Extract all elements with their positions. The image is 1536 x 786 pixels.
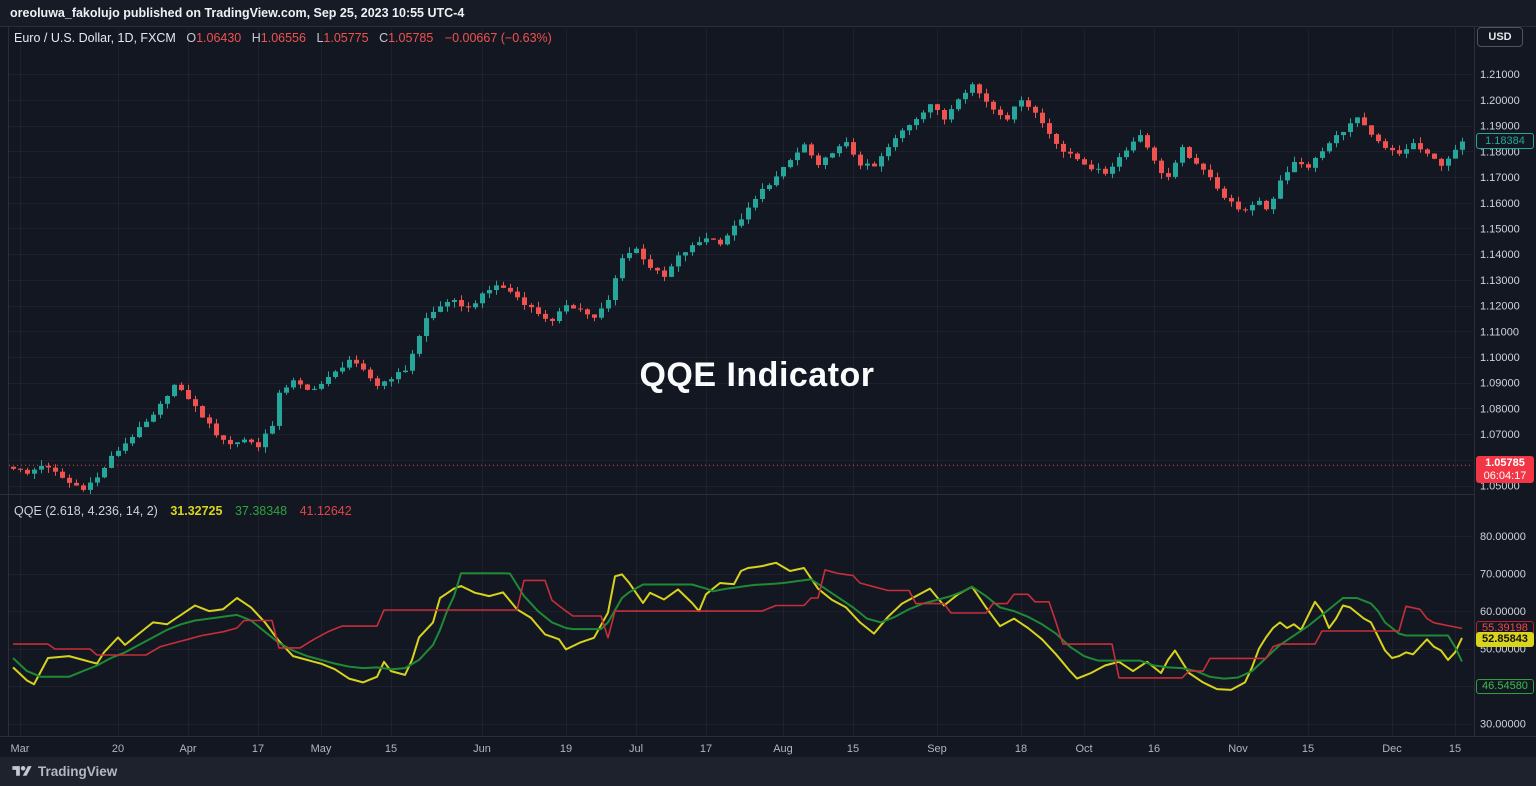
svg-text:1.15000: 1.15000 xyxy=(1480,224,1520,236)
svg-text:20: 20 xyxy=(112,743,124,755)
indicator-title: QQE (2.618, 4.236, 14, 2) xyxy=(14,504,158,518)
low-value: 1.05775 xyxy=(323,31,369,45)
svg-text:Sep: Sep xyxy=(927,743,947,755)
svg-text:1.13000: 1.13000 xyxy=(1480,275,1520,287)
candlesticks xyxy=(11,82,1465,494)
indicator-value-fast: 31.32725 xyxy=(170,504,223,518)
svg-text:1.16000: 1.16000 xyxy=(1480,198,1520,210)
svg-text:15: 15 xyxy=(847,743,859,755)
indicator-value-trail: 41.12642 xyxy=(299,504,352,518)
publish-info-bar: oreoluwa_fakolujo published on TradingVi… xyxy=(0,0,1536,26)
svg-text:Dec: Dec xyxy=(1382,743,1402,755)
last-price-label: 1.18384 xyxy=(1476,133,1534,149)
qqe-line-rsi-ma-fast xyxy=(12,561,1463,691)
svg-text:1.21000: 1.21000 xyxy=(1480,69,1520,81)
chart: 1.21000 1.20000 1.19000 1.18000 1.17000 1.160… xyxy=(0,26,1536,757)
svg-text:1.11000: 1.11000 xyxy=(1480,326,1519,338)
svg-text:15: 15 xyxy=(1302,743,1314,755)
open-value: 1.06430 xyxy=(196,31,242,45)
current-price-label: 1.05785 06:04:17 xyxy=(1476,456,1534,483)
svg-text:19: 19 xyxy=(560,743,572,755)
svg-text:Nov: Nov xyxy=(1228,743,1248,755)
symbol-legend[interactable]: Euro / U.S. Dollar, 1D, FXCM O1.06430 H1… xyxy=(14,31,552,45)
tradingview-brand-text[interactable]: TradingView xyxy=(38,764,118,779)
indicator-legend[interactable]: QQE (2.618, 4.236, 14, 2) 31.32725 37.38… xyxy=(14,504,352,518)
change-value: −0.00667 (−0.63%) xyxy=(444,31,552,45)
svg-text:15: 15 xyxy=(1449,743,1461,755)
chart-watermark-title: QQE Indicator xyxy=(639,356,875,394)
symbol-title: Euro / U.S. Dollar, 1D, FXCM xyxy=(14,31,176,45)
chart-canvas[interactable]: 1.21000 1.20000 1.19000 1.18000 1.17000 1.160… xyxy=(0,27,1536,758)
svg-text:1.18000: 1.18000 xyxy=(1480,146,1520,158)
svg-text:Jun: Jun xyxy=(473,743,491,755)
svg-text:Apr: Apr xyxy=(179,743,196,755)
close-value: 1.05785 xyxy=(388,31,434,45)
current-price-value: 1.05785 xyxy=(1485,457,1525,469)
svg-text:Mar: Mar xyxy=(11,743,30,755)
pane-borders xyxy=(0,27,1536,737)
svg-text:1.12000: 1.12000 xyxy=(1480,301,1520,313)
svg-text:80.00000: 80.00000 xyxy=(1480,531,1526,543)
svg-text:1.20000: 1.20000 xyxy=(1480,95,1520,107)
svg-text:1.05000: 1.05000 xyxy=(1480,481,1520,493)
svg-text:1.19000: 1.19000 xyxy=(1480,121,1520,133)
gridlines xyxy=(9,29,1473,736)
qqe-lines xyxy=(12,561,1463,691)
close-key: C xyxy=(379,31,389,45)
tradingview-logo[interactable] xyxy=(12,764,32,779)
svg-text:1.10000: 1.10000 xyxy=(1480,352,1520,364)
qqe-fast-value-label: 52.85843 xyxy=(1476,632,1534,647)
low-key: L xyxy=(316,31,324,45)
footer-bar: TradingView xyxy=(0,757,1536,786)
svg-text:1.14000: 1.14000 xyxy=(1480,249,1520,261)
svg-text:15: 15 xyxy=(385,743,397,755)
svg-text:17: 17 xyxy=(252,743,264,755)
svg-text:May: May xyxy=(311,743,332,755)
svg-text:1.09000: 1.09000 xyxy=(1480,378,1520,390)
svg-text:1.08000: 1.08000 xyxy=(1480,403,1520,415)
svg-text:Jul: Jul xyxy=(629,743,643,755)
svg-text:70.00000: 70.00000 xyxy=(1480,569,1526,581)
qqe-line-trailing-stop xyxy=(13,569,1463,679)
svg-text:1.17000: 1.17000 xyxy=(1480,172,1520,184)
svg-text:30.00000: 30.00000 xyxy=(1480,719,1526,731)
high-key: H xyxy=(251,31,261,45)
time-axis-labels: Mar 20 Apr 17 May 15 Jun 19 Jul 17 Aug 15 Sep 18 Oct 16… xyxy=(11,743,1462,755)
svg-text:Aug: Aug xyxy=(773,743,793,755)
svg-text:16: 16 xyxy=(1148,743,1160,755)
svg-text:18: 18 xyxy=(1015,743,1027,755)
svg-text:17: 17 xyxy=(700,743,712,755)
svg-text:1.07000: 1.07000 xyxy=(1480,429,1520,441)
open-key: O xyxy=(186,31,197,45)
bar-countdown: 06:04:17 xyxy=(1483,470,1527,482)
indicator-value-smooth: 37.38348 xyxy=(234,504,288,518)
high-value: 1.06556 xyxy=(260,31,306,45)
qqe-line-smoothed-rsi xyxy=(12,572,1463,680)
publish-info-text: oreoluwa_fakolujo published on TradingVi… xyxy=(10,6,465,20)
svg-text:60.00000: 60.00000 xyxy=(1480,606,1526,618)
currency-unit-button[interactable]: USD xyxy=(1477,27,1523,47)
qqe-smooth-value-label: 46.54580 xyxy=(1476,679,1534,694)
svg-text:Oct: Oct xyxy=(1075,743,1092,755)
